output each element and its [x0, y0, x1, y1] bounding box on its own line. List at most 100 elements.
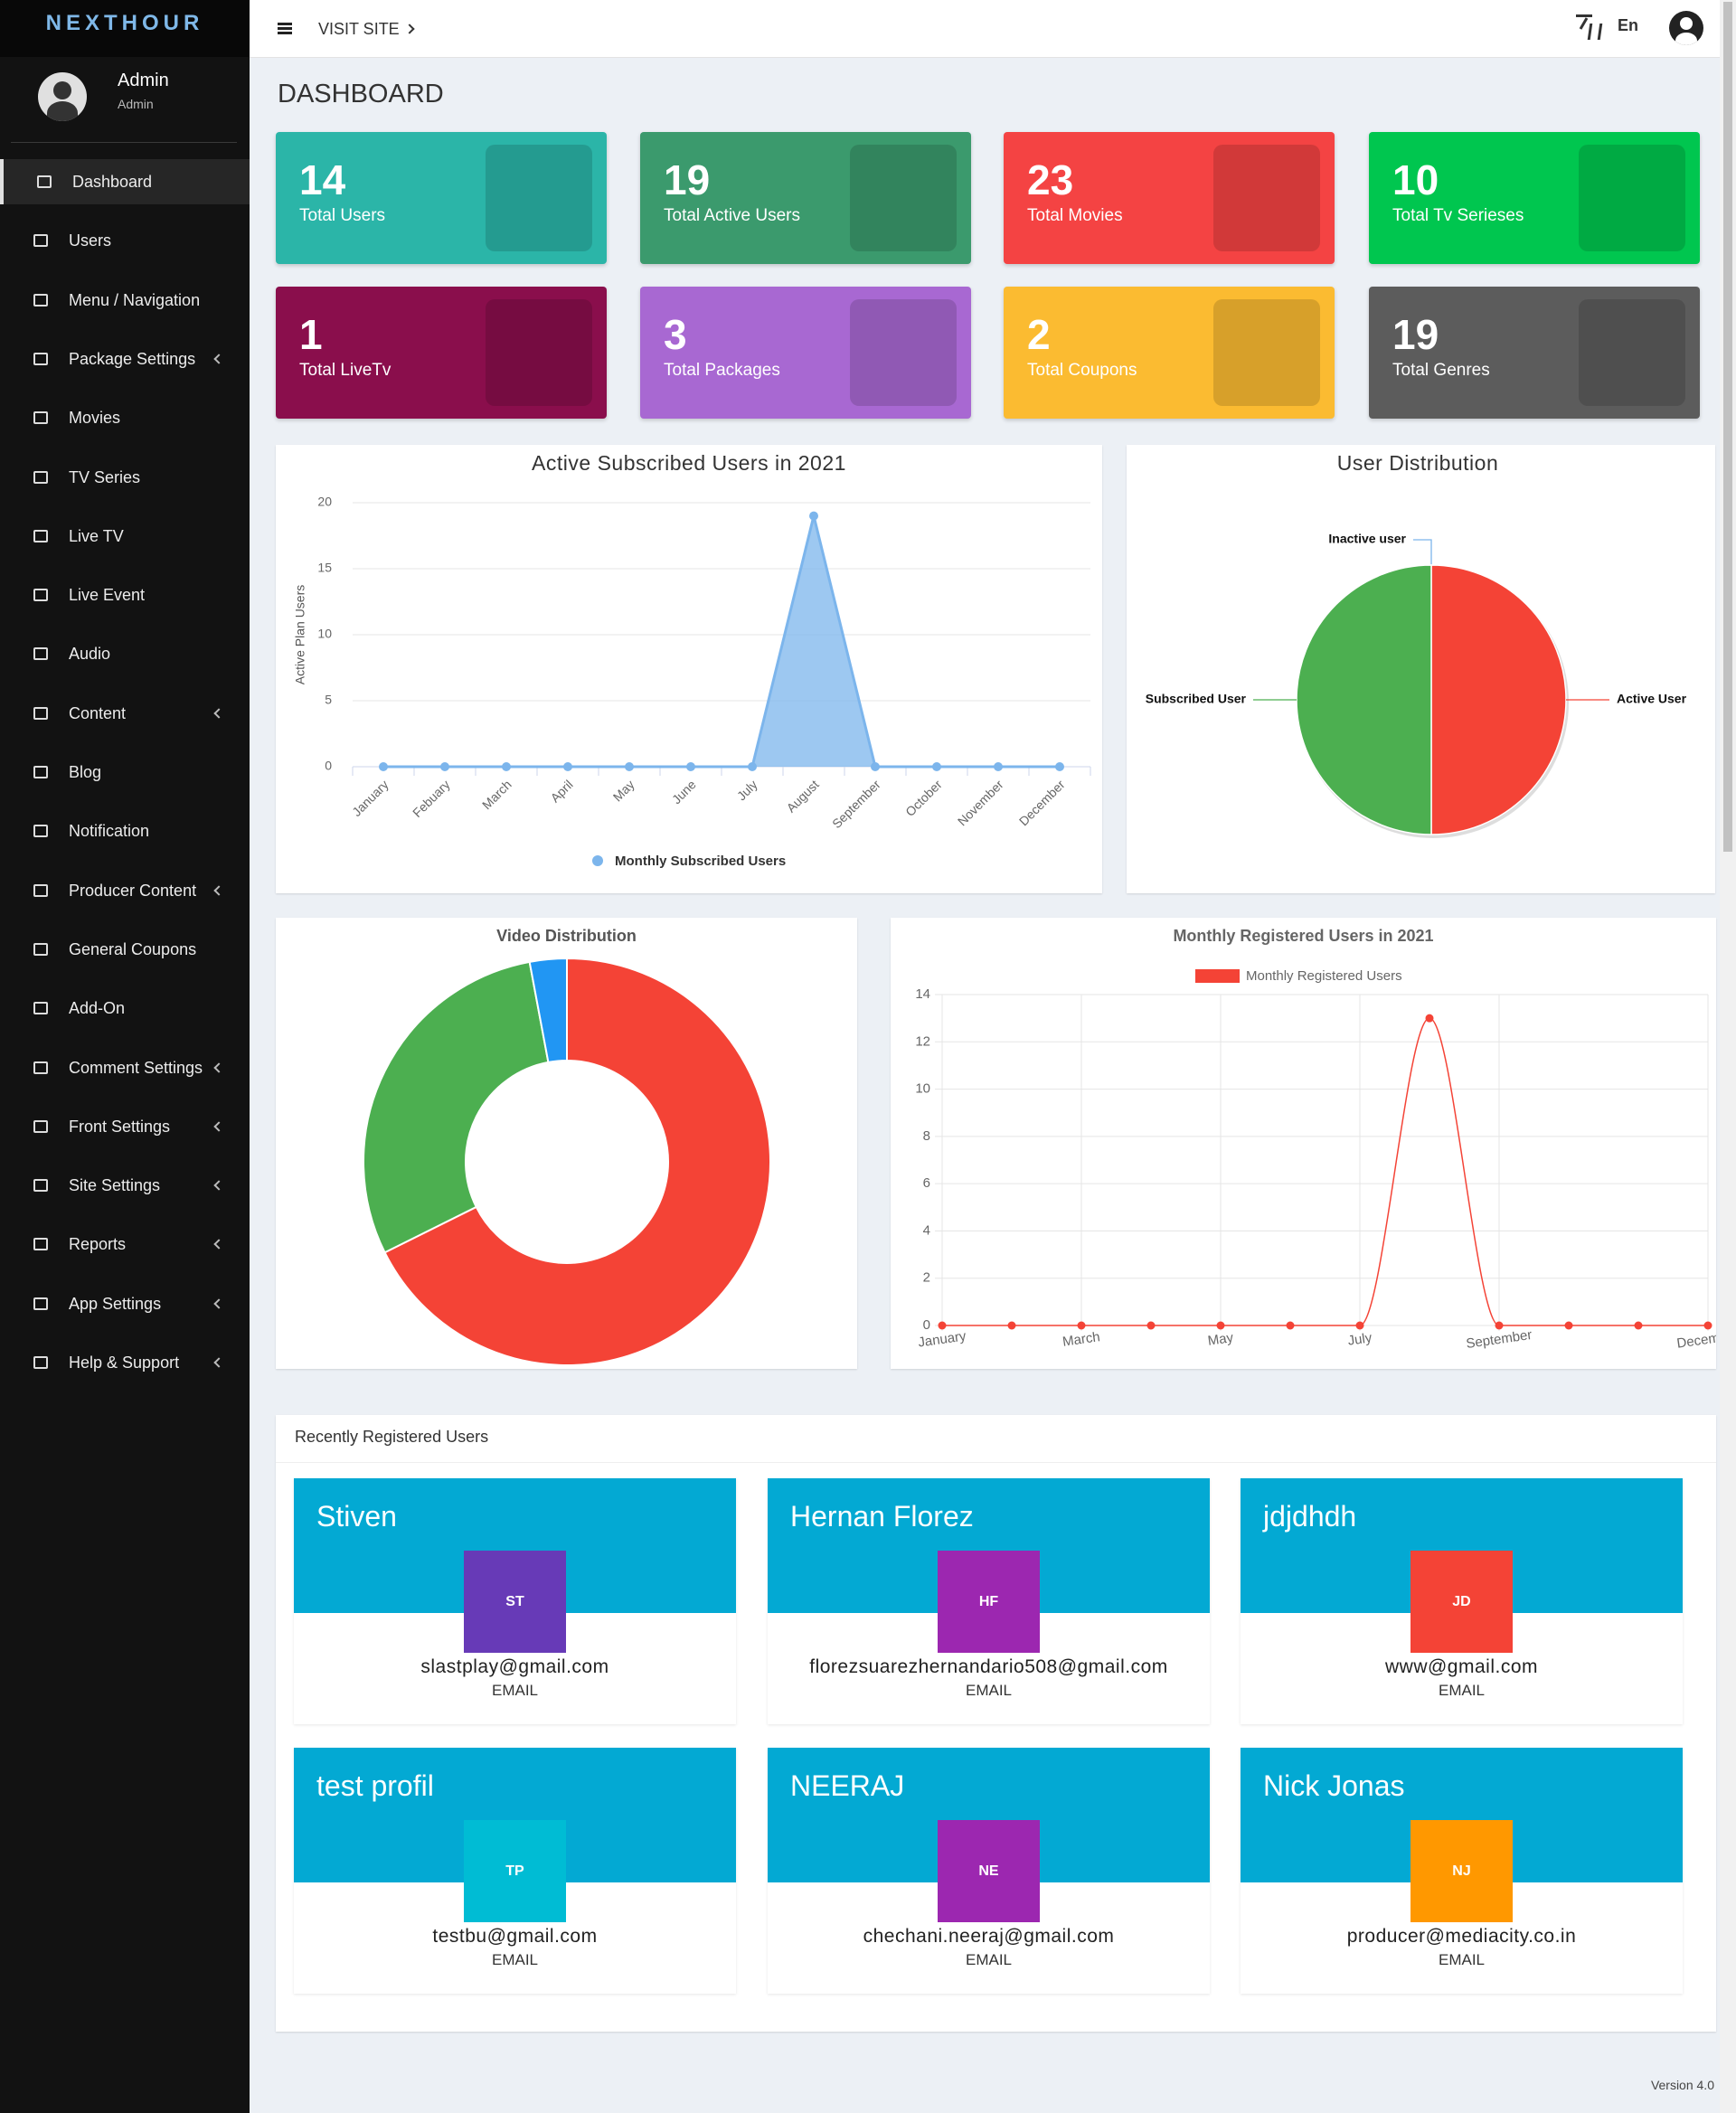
user-menu-icon[interactable] — [1669, 11, 1703, 45]
translate-glyph-c — [1587, 24, 1603, 40]
user-email: chechani.neeraj@gmail.com — [863, 1926, 1115, 1947]
menu-item[interactable]: TV Series — [0, 455, 250, 500]
menu-item[interactable]: Menu / Navigation — [0, 278, 250, 323]
menu-label: App Settings — [69, 1294, 162, 1313]
stat-card[interactable]: 10 Total Tv Serieses — [1369, 132, 1700, 264]
stat-label: Total Movies — [1027, 206, 1123, 225]
x-tick-label: March — [1061, 1329, 1101, 1350]
y-tick-label: 10 — [317, 627, 332, 641]
menu-item[interactable]: Live TV — [0, 514, 250, 559]
menu-label: Live Event — [69, 586, 146, 605]
menu-item[interactable]: Movies — [0, 395, 250, 440]
series-line — [941, 1017, 1708, 1326]
submenu-arrow — [213, 1357, 224, 1368]
stat-label: Total Users — [299, 206, 386, 225]
stat-icon — [486, 145, 592, 251]
pie-slice — [1430, 564, 1567, 835]
user-card[interactable]: NEERAJ NE chechani.neeraj@gmail.com EMAIL — [768, 1748, 1210, 1994]
stat-value: 23 — [1027, 156, 1074, 203]
menu-label: Package Settings — [69, 349, 196, 368]
user-icon-head — [1680, 17, 1693, 30]
doughnut-slice — [363, 960, 550, 1254]
user-card[interactable]: test profil TP testbu@gmail.com EMAIL — [294, 1748, 736, 1994]
menu-label: Users — [69, 231, 112, 250]
menu-icon — [33, 1061, 48, 1074]
menu-icon — [37, 175, 52, 188]
y-tick-label: 12 — [915, 1033, 930, 1049]
label-line — [1413, 539, 1432, 565]
y-tick-label: 0 — [325, 759, 332, 773]
menu-item[interactable]: Live Event — [0, 572, 250, 618]
stat-value: 3 — [664, 311, 687, 358]
chart-panel: Active Subscribed Users in 2021 Active Pl… — [276, 445, 1102, 893]
menu-item[interactable]: Site Settings — [0, 1163, 250, 1208]
menu-item[interactable]: Audio — [0, 631, 250, 676]
data-point — [1077, 1321, 1086, 1330]
x-tick-label: Febuary — [410, 777, 453, 820]
visit-site-link[interactable]: VISIT SITE — [318, 20, 400, 38]
data-point — [379, 762, 388, 771]
x-tick-label: January — [349, 777, 392, 819]
stat-icon — [486, 299, 592, 406]
menu-item[interactable]: Front Settings — [0, 1104, 250, 1149]
menu-icon — [33, 825, 48, 838]
stat-card[interactable]: 2 Total Coupons — [1004, 287, 1335, 419]
menu-icon — [33, 647, 48, 661]
menu-item[interactable]: Producer Content — [0, 868, 250, 913]
user-card[interactable]: jdjdhdh JD www@gmail.com EMAIL — [1241, 1478, 1683, 1724]
menu-item[interactable]: Help & Support — [0, 1340, 250, 1385]
data-point — [809, 511, 818, 521]
submenu-arrow — [213, 1180, 224, 1191]
menu-item[interactable]: Reports — [0, 1222, 250, 1267]
menu-icon — [33, 352, 48, 365]
menu-icon — [33, 1238, 48, 1251]
legend-label: Monthly Subscribed Users — [615, 854, 786, 869]
data-point — [1425, 1014, 1434, 1023]
stat-icon — [850, 145, 957, 251]
recent-users-panel: Recently Registered Users Stiven ST slastpl… — [276, 1415, 1716, 2032]
stat-icon — [1579, 145, 1685, 251]
menu-item[interactable]: General Coupons — [0, 927, 250, 972]
chart: User Distribution Inactive user Active Use… — [1146, 451, 1687, 838]
data-point — [1286, 1321, 1295, 1330]
language[interactable]: En — [1618, 16, 1639, 34]
stat-icon — [1213, 145, 1320, 251]
data-point — [994, 762, 1003, 771]
submenu-arrow — [213, 884, 224, 896]
stat-card[interactable]: 19 Total Active Users — [640, 132, 971, 264]
data-point — [625, 762, 634, 771]
menu-label: Notification — [69, 822, 150, 841]
user-card[interactable]: Stiven ST slastplay@gmail.com EMAIL — [294, 1478, 736, 1724]
user-initials: NE — [978, 1863, 999, 1879]
menu-item[interactable]: Users — [0, 218, 250, 263]
profile-role: Admin — [118, 97, 154, 111]
stat-label: Total LiveTv — [299, 361, 392, 380]
stat-card[interactable]: 14 Total Users — [276, 132, 607, 264]
data-point — [748, 762, 757, 771]
menu-item[interactable]: Add-On — [0, 986, 250, 1031]
stat-card[interactable]: 3 Total Packages — [640, 287, 971, 419]
stat-card[interactable]: 19 Total Genres — [1369, 287, 1700, 419]
user-card[interactable]: Hernan Florez HF florezsuarezhernandario50… — [768, 1478, 1210, 1724]
menu-item[interactable]: Package Settings — [0, 336, 250, 382]
menu-toggle[interactable] — [278, 23, 292, 34]
menu-item[interactable]: App Settings — [0, 1281, 250, 1326]
series-line — [383, 515, 1060, 769]
menu-icon — [33, 1119, 48, 1133]
user-card[interactable]: Nick Jonas NJ producer@mediacity.co.in EMAI… — [1241, 1748, 1683, 1994]
stat-value: 2 — [1027, 311, 1051, 358]
data-point — [1216, 1321, 1225, 1330]
menu-item[interactable]: Comment Settings — [0, 1045, 250, 1090]
stat-card[interactable]: 23 Total Movies — [1004, 132, 1335, 264]
menu-item[interactable]: Notification — [0, 808, 250, 854]
chart-title: Video Distribution — [496, 927, 637, 945]
menu-label: Front Settings — [69, 1117, 171, 1136]
translate-icon[interactable] — [1576, 13, 1605, 42]
data-point — [502, 762, 511, 771]
chart: Video Distribution — [363, 927, 771, 1366]
menu-item[interactable]: Content — [0, 691, 250, 736]
menu-item[interactable]: Blog — [0, 750, 250, 795]
menu-item[interactable]: Dashboard — [0, 159, 250, 204]
stat-card[interactable]: 1 Total LiveTv — [276, 287, 607, 419]
menu-label: Content — [69, 703, 127, 722]
